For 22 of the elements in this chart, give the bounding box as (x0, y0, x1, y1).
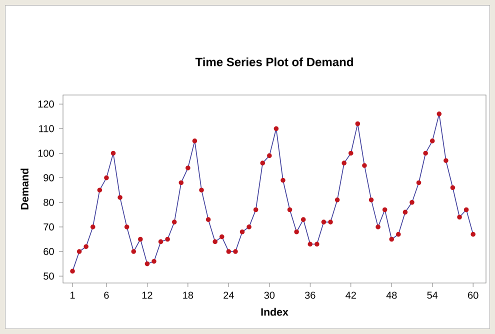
x-tick-label: 24 (224, 292, 234, 299)
x-tick-label: 48 (386, 292, 397, 299)
y-tick-label: 70 (44, 223, 54, 231)
x-tick-label: 54 (427, 292, 438, 299)
y-tick-label: 100 (38, 150, 54, 157)
x-tick-label: 1 (70, 292, 75, 299)
y-tick-label: 90 (44, 174, 54, 182)
x-tick-label: 36 (304, 292, 316, 299)
x-tick-label: 60 (468, 292, 478, 299)
y-tick-label: 120 (38, 100, 54, 108)
y-axis-title: Demand (20, 168, 28, 210)
y-tick-label: 50 (44, 272, 54, 280)
x-tick-label: 42 (346, 292, 356, 299)
chart-title: Time Series Plot of Demand (195, 57, 353, 66)
x-tick-label: 12 (142, 292, 152, 299)
y-tick-label: 60 (44, 248, 54, 256)
x-tick-label: 30 (264, 292, 275, 299)
x-tick-label: 6 (104, 292, 109, 299)
y-tick-label: 110 (39, 125, 54, 132)
y-tick-label: 80 (44, 198, 54, 206)
x-tick-label: 18 (183, 292, 194, 299)
x-axis-title: Index (261, 308, 288, 316)
